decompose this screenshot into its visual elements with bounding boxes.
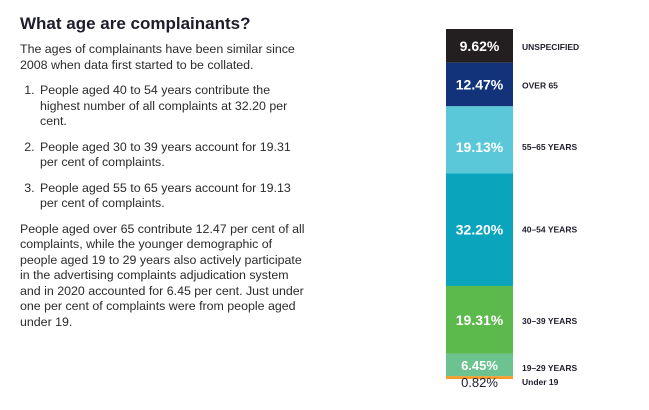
- intro-paragraph: The ages of complainants have been simil…: [20, 42, 295, 72]
- bar-segment: [446, 29, 513, 63]
- data-label: 6.45%: [461, 358, 498, 373]
- closing-paragraph: People aged over 65 contribute 12.47 per…: [20, 221, 305, 329]
- category-label: 40–54 YEARS: [522, 225, 577, 235]
- bar-segment: [446, 173, 513, 286]
- data-label: 32.20%: [456, 222, 504, 238]
- bar-segment: [446, 376, 513, 379]
- list-item: People aged 30 to 39 years account for 1…: [38, 140, 305, 171]
- bar-segment: [446, 285, 513, 354]
- data-label: 19.31%: [456, 312, 504, 328]
- data-label: 9.62%: [460, 38, 500, 54]
- bar-segment: [446, 106, 513, 174]
- bar-segment: [446, 353, 513, 377]
- category-label: 30–39 YEARS: [522, 316, 577, 326]
- data-label: 12.47%: [456, 76, 504, 92]
- category-label: 19–29 YEARS: [522, 363, 577, 373]
- body-text: The ages of complainants have been simil…: [20, 42, 305, 340]
- list-item: People aged 40 to 54 years contribute th…: [38, 83, 305, 130]
- category-label: UNSPECIFIED: [522, 42, 579, 52]
- list-item: People aged 55 to 65 years account for 1…: [38, 181, 305, 212]
- data-label: 19.13%: [456, 139, 504, 155]
- key-points-list: People aged 40 to 54 years contribute th…: [20, 83, 305, 212]
- category-label: 55–65 YEARS: [522, 142, 577, 152]
- category-label: Under 19: [522, 377, 559, 387]
- category-label: OVER 65: [522, 80, 558, 90]
- bar-segment: [446, 62, 513, 107]
- page-title: What age are complainants?: [20, 14, 251, 33]
- data-label: 0.82%: [461, 375, 498, 390]
